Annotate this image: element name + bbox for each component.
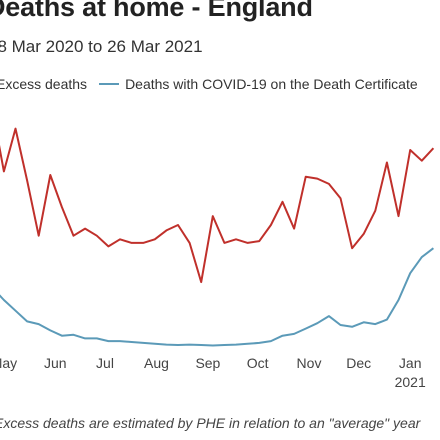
series-line-excess-deaths (0, 127, 435, 284)
x-tick-label: Jul (96, 355, 114, 371)
x-tick-label: May (0, 355, 17, 371)
x-tick-label: Jun (44, 355, 67, 371)
chart-legend: Excess deaths Deaths with COVID-19 on th… (0, 76, 418, 92)
x-tick-label: Oct (247, 355, 269, 371)
x-tick-label: Aug (144, 355, 169, 371)
plot-area (0, 127, 435, 347)
x-tick-sublabel: 2021 (395, 374, 426, 390)
footnote: Excess deaths are estimated by PHE in re… (0, 415, 421, 431)
x-tick-label: Jan (399, 355, 422, 371)
chart-title: Deaths at home - England (0, 0, 313, 22)
x-tick-label: Sep (195, 355, 220, 371)
legend-label-covid: Deaths with COVID-19 on the Death Certif… (125, 76, 418, 92)
x-axis: May Jun Jul Aug Sep Oct Nov Dec Jan 2021 (0, 355, 426, 390)
x-tick-label: Nov (297, 355, 322, 371)
series-line-covid-deaths (0, 247, 435, 347)
legend-label-excess: Excess deaths (0, 76, 88, 92)
chart-subtitle: 28 Mar 2020 to 26 Mar 2021 (0, 37, 203, 56)
legend-swatch-covid (99, 83, 120, 85)
x-tick-label: Dec (346, 355, 371, 371)
